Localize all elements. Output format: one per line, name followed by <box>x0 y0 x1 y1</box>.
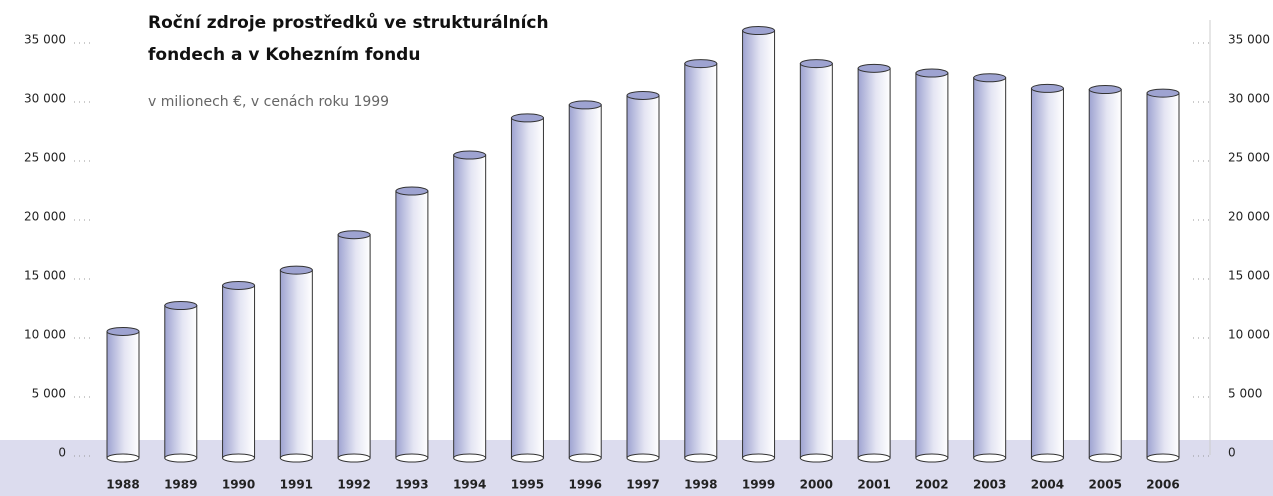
y-tick-label: 30 000 <box>24 92 66 106</box>
bar-bottom <box>1030 453 1064 463</box>
x-tick-label: 2000 <box>800 478 833 492</box>
bar-top <box>626 90 660 100</box>
x-tick-label: 1997 <box>626 478 659 492</box>
bar-bottom <box>1146 453 1180 463</box>
chart-subtitle: v milionech €, v cenách roku 1999 <box>148 94 389 110</box>
y-tick-label: 35 000 <box>24 33 66 47</box>
y-tick-label-right: 0 <box>1228 446 1236 460</box>
bar-bottom <box>568 453 602 463</box>
bar-bottom <box>742 453 776 463</box>
x-tick-label: 1996 <box>569 478 602 492</box>
y-tick-label-right: 30 000 <box>1228 92 1270 106</box>
x-tick-label: 1992 <box>337 478 370 492</box>
bar <box>1088 89 1122 459</box>
bar-bottom <box>164 453 198 463</box>
bar-top <box>799 59 833 69</box>
x-tick-label: 1998 <box>684 478 717 492</box>
bar-bottom <box>106 453 140 463</box>
bar-top <box>222 280 256 290</box>
x-tick-label: 1993 <box>395 478 428 492</box>
x-tick-label: 2001 <box>857 478 890 492</box>
bar <box>684 63 718 459</box>
x-tick-label: 1988 <box>106 478 139 492</box>
bar-top <box>164 301 198 310</box>
x-tick-label: 2003 <box>973 478 1006 492</box>
x-tick-label: 1994 <box>453 478 486 492</box>
y-tick-label: 5 000 <box>32 387 66 401</box>
bar-top <box>742 26 776 36</box>
x-tick-label: 1999 <box>742 478 775 492</box>
bar <box>568 104 602 459</box>
bar <box>973 77 1007 459</box>
chart-title: fondech a v Kohezním fondu <box>148 45 420 65</box>
bar-top <box>106 326 140 336</box>
x-tick-label: 2002 <box>915 478 948 492</box>
bar <box>1030 87 1064 459</box>
bar <box>1146 92 1180 459</box>
chart-title: Roční zdroje prostředků ve strukturálníc… <box>148 11 549 33</box>
bar <box>626 94 660 459</box>
bar <box>915 72 949 459</box>
y-tick-label-right: 10 000 <box>1228 328 1270 342</box>
bar-top <box>684 59 718 69</box>
y-tick-label-right: 35 000 <box>1228 33 1270 47</box>
bar-top <box>510 113 544 123</box>
y-tick-label-right: 25 000 <box>1228 151 1270 165</box>
bar <box>337 234 371 459</box>
x-tick-label: 2006 <box>1146 478 1179 492</box>
bar-top <box>857 63 891 73</box>
bar <box>510 117 544 459</box>
bar-top <box>337 230 371 240</box>
bar-top <box>1146 88 1180 98</box>
bar <box>799 63 833 459</box>
bar <box>742 30 776 459</box>
bar-top <box>568 100 602 110</box>
bar-bottom <box>279 453 313 463</box>
bar-bottom <box>395 453 429 463</box>
y-tick-label: 20 000 <box>24 210 66 224</box>
bar <box>279 269 313 459</box>
bar-top <box>915 68 949 78</box>
bar-top <box>453 150 487 160</box>
y-tick-label-right: 5 000 <box>1228 387 1262 401</box>
bar <box>395 190 429 459</box>
bar-bottom <box>684 453 718 463</box>
bar-bottom <box>1088 453 1122 463</box>
x-tick-label: 1990 <box>222 478 255 492</box>
bar-bottom <box>626 453 660 463</box>
bar-bottom <box>799 453 833 463</box>
y-tick-label: 10 000 <box>24 328 66 342</box>
bar-bottom <box>337 453 371 463</box>
bar-top <box>973 73 1007 83</box>
bar <box>222 284 256 459</box>
x-tick-label: 1995 <box>511 478 544 492</box>
bar-top <box>279 265 313 275</box>
y-tick-label: 25 000 <box>24 151 66 165</box>
bar-bottom <box>857 453 891 463</box>
bar-top <box>1030 83 1064 93</box>
bar-top <box>395 186 429 196</box>
bar-bottom <box>973 453 1007 463</box>
bar-top <box>1088 85 1122 95</box>
x-tick-label: 2004 <box>1031 478 1064 492</box>
x-tick-label: 2005 <box>1089 478 1122 492</box>
bar-bottom <box>915 453 949 463</box>
bar-bottom <box>453 453 487 463</box>
y-tick-label-right: 15 000 <box>1228 269 1270 283</box>
bar <box>857 67 891 459</box>
x-tick-label: 1991 <box>280 478 313 492</box>
bar <box>453 154 487 459</box>
x-tick-label: 1989 <box>164 478 197 492</box>
y-tick-label-right: 20 000 <box>1228 210 1270 224</box>
y-tick-label: 15 000 <box>24 269 66 283</box>
bar <box>164 305 198 459</box>
y-tick-label: 0 <box>58 446 66 460</box>
bar-bottom <box>222 453 256 463</box>
bar <box>106 330 140 459</box>
bar-bottom <box>510 453 544 463</box>
